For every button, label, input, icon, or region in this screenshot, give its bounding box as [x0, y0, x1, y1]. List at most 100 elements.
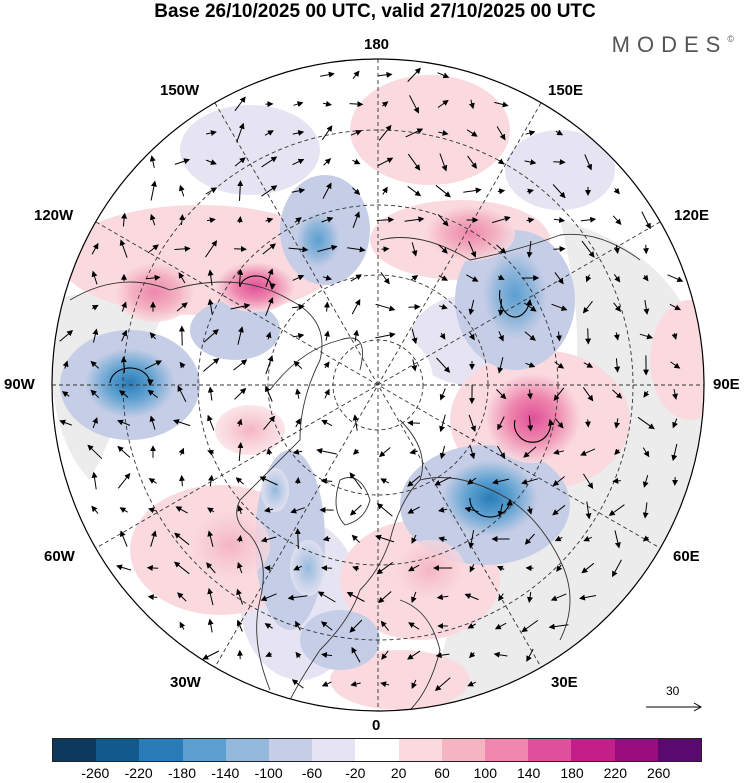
wind-vector [206, 130, 217, 136]
wind-vector [380, 620, 389, 631]
wind-vector [322, 274, 333, 281]
wind-vector [435, 652, 450, 659]
wind-vector [614, 418, 621, 429]
wind-vector [349, 101, 364, 108]
wind-vector [175, 506, 188, 514]
lon-label-30w: 30W [170, 674, 201, 691]
wind-vector [91, 304, 99, 311]
lon-label-120w: 120W [34, 207, 74, 224]
wind-vector [439, 414, 446, 433]
wind-vector [411, 359, 418, 372]
wind-vector [553, 449, 565, 455]
wind-vector [581, 240, 595, 258]
colorbar-tick-label: 140 [516, 765, 541, 781]
wind-vector [117, 445, 131, 458]
wind-vector [468, 332, 475, 341]
wind-vector [553, 387, 565, 401]
wind-vector [87, 444, 103, 460]
wind-vector [144, 360, 162, 370]
wind-vector [467, 622, 476, 629]
wind-vector [552, 476, 565, 487]
wind-vector [174, 158, 191, 165]
wind-vector [295, 388, 301, 399]
wind-vector [349, 472, 363, 490]
wind-vector [439, 388, 446, 401]
wind-vector [205, 159, 217, 165]
wind-vector [287, 594, 308, 601]
wind-vector [524, 533, 535, 545]
wind-vector [521, 619, 539, 633]
wind-vector [496, 126, 506, 141]
wind-vector [172, 419, 191, 427]
wind-vector [205, 240, 218, 258]
wind-vector [294, 528, 301, 549]
wind-vector [90, 360, 100, 369]
colorbar-swatch [355, 739, 399, 761]
wind-vector [91, 505, 99, 514]
lon-label-30e: 30E [551, 674, 578, 691]
wind-vector [174, 532, 190, 546]
colorbar-swatch [225, 739, 270, 761]
wind-vector [642, 502, 649, 519]
wind-vector [149, 155, 156, 168]
wind-vector [119, 530, 128, 547]
wind-vector [526, 506, 533, 515]
wind-vector [496, 244, 507, 254]
lon-label-90w: 90W [4, 376, 35, 393]
wind-vector [404, 216, 425, 223]
wind-vector [670, 361, 681, 369]
wind-vector [291, 679, 304, 689]
wind-vector [350, 274, 362, 282]
wind-vector [555, 129, 564, 136]
lon-label-90e: 90E [713, 376, 740, 393]
wind-vector [614, 448, 621, 456]
wind-vector [92, 417, 98, 429]
wind-vector [526, 648, 534, 662]
coastlines [69, 233, 641, 711]
wind-vector [178, 184, 185, 197]
wind-vector [378, 591, 392, 604]
wind-vector [350, 130, 362, 136]
wind-vector [438, 129, 449, 136]
wind-vector [643, 390, 650, 398]
wind-vector [353, 329, 360, 342]
wind-vector [643, 300, 650, 315]
wind-vector [292, 129, 305, 136]
wind-vector [375, 332, 396, 339]
wind-vector [376, 561, 393, 575]
wind-vector [523, 446, 537, 458]
wind-vector [176, 302, 188, 312]
wind-vector [380, 272, 390, 285]
wind-vector [556, 564, 563, 572]
wind-vector [381, 101, 389, 108]
wind-vector [526, 240, 533, 258]
wind-vector [407, 185, 422, 197]
wind-vectors [59, 67, 684, 692]
polar-map [51, 58, 705, 712]
colorbar-swatch [269, 739, 313, 761]
wind-vector [351, 646, 361, 663]
wind-vector [259, 476, 278, 486]
wind-vector [408, 564, 420, 572]
colorbar-tick-label: 20 [390, 765, 407, 781]
wind-vector [434, 677, 451, 692]
colorbar-swatch [657, 739, 702, 761]
wind-vector [435, 184, 451, 198]
wind-vector [179, 621, 186, 630]
wind-vector [203, 329, 219, 343]
wind-vector [408, 303, 421, 310]
wind-vector [120, 356, 127, 373]
wind-vector [121, 329, 128, 342]
colorbar-ticks: -260 -220 -180 -140 -100 -60 -20 20 60 100 140 180 2… [0, 765, 750, 783]
wind-vector [436, 357, 451, 373]
wind-vector [266, 448, 273, 456]
wind-vector [669, 303, 681, 311]
wind-vector [62, 360, 69, 369]
wind-vector [292, 332, 305, 339]
arrow-right-icon [646, 702, 703, 712]
wind-vector [411, 679, 417, 690]
wind-vector [237, 268, 244, 287]
wind-vector [203, 357, 220, 372]
wind-vector [91, 270, 98, 285]
wind-vector [437, 99, 449, 108]
